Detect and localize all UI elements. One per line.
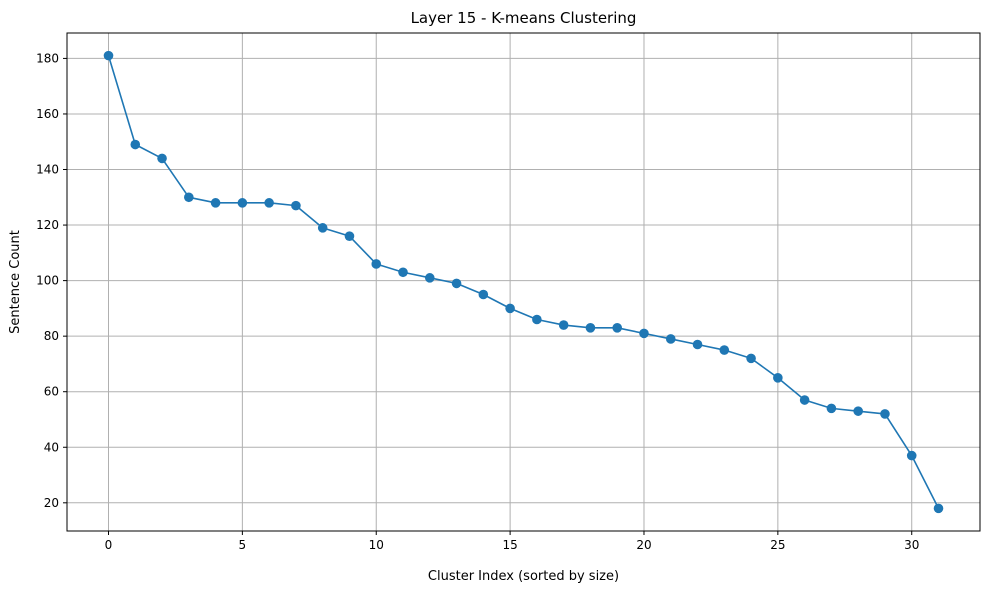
x-tick-label: 20 (636, 538, 651, 552)
y-tick-label: 100 (36, 274, 59, 288)
data-point (933, 503, 944, 514)
chart-title: Layer 15 - K-means Clustering (411, 9, 637, 27)
x-tick-label: 15 (502, 538, 517, 552)
data-point (210, 198, 221, 208)
x-tick-label: 5 (239, 538, 247, 552)
y-tick-label: 80 (44, 329, 59, 343)
data-point (451, 278, 462, 289)
data-point (317, 223, 328, 233)
data-point (826, 403, 837, 414)
y-tick-label: 20 (44, 496, 59, 510)
data-point (478, 289, 489, 300)
data-point (130, 139, 141, 150)
y-axis: 20 40 60 80 100 120 140 160 180 (36, 51, 67, 510)
x-tick-label: 10 (369, 538, 384, 552)
data-point (184, 192, 194, 203)
data-point (505, 303, 515, 314)
y-tick-label: 180 (36, 51, 59, 65)
data-point (157, 153, 167, 164)
data-point (103, 50, 114, 61)
data-point (558, 320, 569, 330)
data-point (719, 345, 730, 355)
plot-frame (66, 32, 981, 532)
data-point (371, 259, 382, 269)
data-point (532, 314, 542, 325)
y-axis-label: Sentence Count (8, 230, 23, 334)
y-tick-label: 40 (44, 440, 59, 454)
x-tick-label: 30 (904, 538, 919, 552)
data-point (612, 323, 623, 333)
data-point (237, 198, 248, 208)
data-point (398, 267, 408, 278)
data-point (692, 339, 703, 350)
x-axis-label: Cluster Index (sorted by size) (428, 569, 619, 584)
x-axis: 0 5 10 15 20 25 30 (105, 531, 919, 552)
y-tick-label: 60 (44, 385, 59, 399)
x-tick-label: 0 (105, 538, 113, 552)
y-tick-label: 140 (36, 163, 59, 177)
data-point (665, 334, 676, 344)
data-point (906, 450, 917, 461)
grid (67, 33, 980, 531)
data-point (799, 395, 810, 405)
series-layer (103, 50, 944, 514)
data-point (291, 200, 301, 211)
data-point (264, 198, 274, 208)
series-line (107, 55, 940, 509)
data-point (424, 273, 435, 283)
data-point (639, 328, 649, 339)
data-point (880, 409, 890, 419)
data-point (585, 323, 596, 333)
data-point (773, 373, 783, 383)
y-tick-label: 120 (36, 218, 59, 232)
y-tick-label: 160 (36, 107, 59, 121)
data-point (853, 406, 863, 416)
data-point (746, 353, 756, 364)
x-tick-label: 25 (770, 538, 785, 552)
data-point (344, 231, 355, 241)
